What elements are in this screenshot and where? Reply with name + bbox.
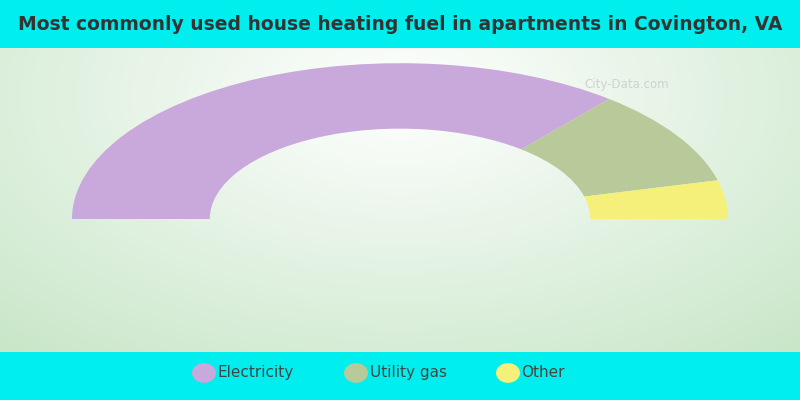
Ellipse shape <box>496 363 520 383</box>
Text: Most commonly used house heating fuel in apartments in Covington, VA: Most commonly used house heating fuel in… <box>18 16 782 34</box>
Text: City-Data.com: City-Data.com <box>584 78 669 91</box>
Text: Electricity: Electricity <box>218 366 294 380</box>
Ellipse shape <box>344 363 368 383</box>
Ellipse shape <box>192 363 216 383</box>
Wedge shape <box>72 63 609 219</box>
Wedge shape <box>584 180 728 219</box>
Text: Utility gas: Utility gas <box>370 366 446 380</box>
Wedge shape <box>522 99 718 196</box>
Text: Other: Other <box>522 366 565 380</box>
